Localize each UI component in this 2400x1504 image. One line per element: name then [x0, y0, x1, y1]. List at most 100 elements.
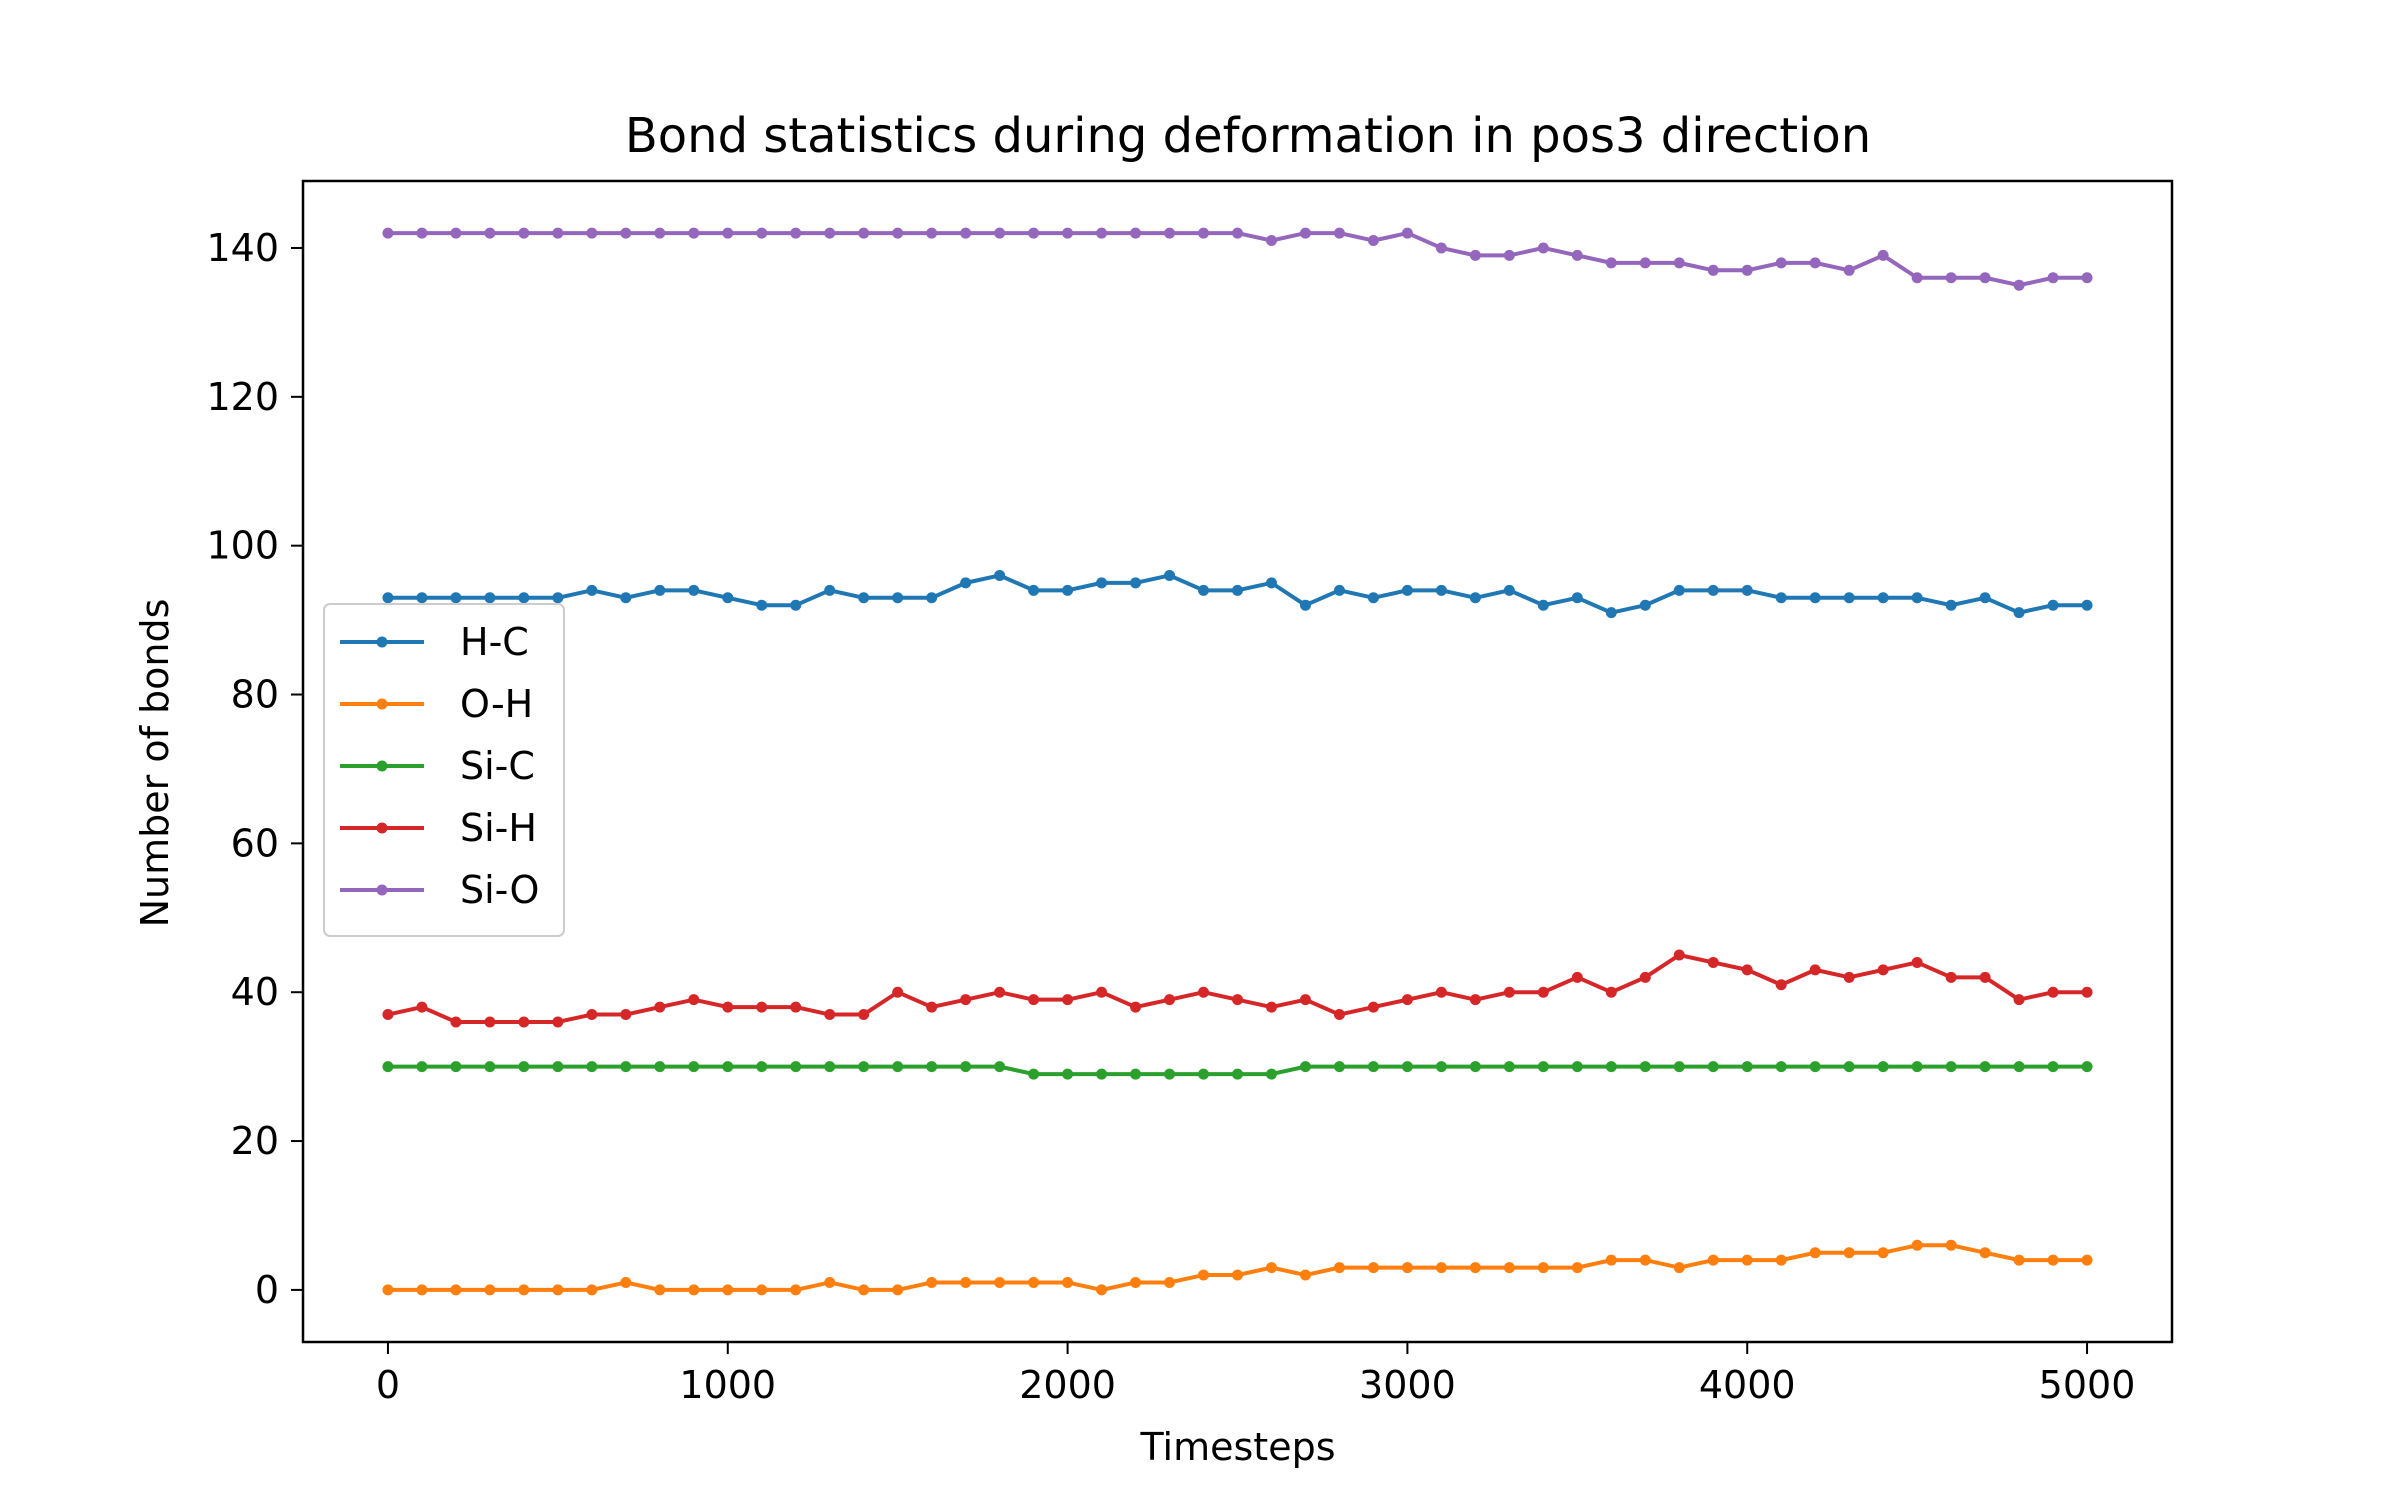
- data-point-si-h: [1911, 956, 1923, 968]
- data-point-si-h: [858, 1009, 870, 1021]
- data-point-si-o: [1130, 227, 1142, 239]
- data-point-o-h: [1232, 1269, 1243, 1281]
- data-point-o-h: [858, 1284, 870, 1296]
- data-point-si-h: [994, 986, 1006, 998]
- data-point-si-o: [1333, 227, 1345, 239]
- data-point-h-c: [858, 592, 870, 604]
- data-point-si-o: [1707, 264, 1719, 276]
- data-point-si-h: [892, 986, 904, 998]
- data-point-si-o: [1979, 272, 1991, 284]
- data-point-o-h: [1979, 1247, 1991, 1259]
- data-point-si-c: [1843, 1061, 1855, 1073]
- data-point-h-c: [994, 569, 1006, 581]
- data-point-h-c: [518, 592, 530, 604]
- data-point-si-c: [1605, 1061, 1617, 1073]
- data-point-si-o: [1265, 235, 1277, 247]
- data-point-si-h: [1265, 1001, 1277, 1013]
- legend-label: Si-C: [460, 744, 535, 788]
- data-point-si-o: [1537, 242, 1549, 254]
- data-point-h-c: [1062, 584, 1074, 596]
- data-point-o-h: [1537, 1262, 1549, 1274]
- data-point-o-h: [1198, 1269, 1210, 1281]
- data-point-si-c: [1707, 1061, 1719, 1073]
- data-point-si-h: [1028, 994, 1040, 1006]
- data-point-si-h: [1843, 971, 1855, 983]
- legend-item-si-c: Si-C: [340, 744, 535, 788]
- data-point-si-c: [926, 1061, 938, 1073]
- data-point-si-o: [790, 227, 802, 239]
- data-point-si-h: [1571, 971, 1583, 983]
- legend-item-si-o: Si-O: [340, 868, 539, 912]
- data-point-h-c: [1232, 584, 1243, 596]
- data-point-h-c: [1571, 592, 1583, 604]
- data-point-si-c: [450, 1061, 462, 1073]
- data-point-o-h: [1028, 1276, 1040, 1288]
- data-point-o-h: [1435, 1262, 1447, 1274]
- legend-label: Si-O: [460, 868, 539, 912]
- data-point-h-c: [586, 584, 598, 596]
- data-point-si-h: [688, 994, 700, 1006]
- data-point-o-h: [1096, 1284, 1108, 1296]
- data-point-o-h: [892, 1284, 904, 1296]
- data-point-si-o: [1843, 264, 1855, 276]
- data-point-h-c: [1265, 577, 1277, 589]
- data-point-si-o: [1639, 257, 1651, 269]
- data-point-si-c: [960, 1061, 972, 1073]
- data-point-si-c: [518, 1061, 530, 1073]
- legend-marker: [376, 760, 388, 772]
- data-point-h-c: [1096, 577, 1108, 589]
- data-point-si-h: [1809, 964, 1821, 976]
- data-point-h-c: [2013, 607, 2025, 619]
- data-point-si-c: [994, 1061, 1006, 1073]
- data-point-si-c: [1503, 1061, 1515, 1073]
- series-h-c: [382, 569, 2093, 619]
- data-point-si-o: [1198, 227, 1210, 239]
- data-point-si-c: [382, 1061, 394, 1073]
- data-point-si-h: [1877, 964, 1889, 976]
- data-point-si-c: [620, 1061, 632, 1073]
- data-point-o-h: [2047, 1254, 2059, 1266]
- data-point-si-h: [1435, 986, 1447, 998]
- data-point-si-c: [790, 1061, 802, 1073]
- y-axis-label: Number of bonds: [133, 599, 177, 928]
- data-point-o-h: [1130, 1276, 1142, 1288]
- data-point-si-h: [1401, 994, 1413, 1006]
- x-tick-label: 1000: [679, 1363, 776, 1407]
- data-point-si-h: [1096, 986, 1108, 998]
- legend-item-h-c: H-C: [340, 620, 529, 664]
- data-point-h-c: [756, 599, 768, 611]
- legend-item-si-h: Si-H: [340, 806, 537, 850]
- data-point-o-h: [450, 1284, 462, 1296]
- data-point-si-o: [518, 227, 530, 239]
- series-si-h: [382, 949, 2093, 1028]
- data-point-si-h: [654, 1001, 666, 1013]
- data-point-si-c: [1062, 1068, 1074, 1080]
- data-point-si-o: [1367, 235, 1379, 247]
- data-point-si-o: [1775, 257, 1787, 269]
- data-point-si-h: [416, 1001, 428, 1013]
- data-point-o-h: [518, 1284, 530, 1296]
- data-point-si-h: [1232, 994, 1243, 1006]
- legend-marker: [376, 822, 388, 834]
- data-point-si-o: [1911, 272, 1923, 284]
- data-point-o-h: [2013, 1254, 2025, 1266]
- data-point-si-h: [1979, 971, 1991, 983]
- data-point-h-c: [1639, 599, 1651, 611]
- data-point-si-o: [1469, 249, 1481, 261]
- data-point-h-c: [1503, 584, 1515, 596]
- x-tick-label: 3000: [1359, 1363, 1456, 1407]
- data-point-o-h: [1299, 1269, 1311, 1281]
- data-point-o-h: [756, 1284, 768, 1296]
- data-point-si-o: [1232, 227, 1243, 239]
- legend: H-C O-H Si-C Si-H Si-O: [323, 603, 565, 937]
- data-point-si-c: [1469, 1061, 1481, 1073]
- data-point-h-c: [450, 592, 462, 604]
- data-point-si-o: [2047, 272, 2059, 284]
- data-point-h-c: [790, 599, 802, 611]
- data-point-o-h: [1843, 1247, 1855, 1259]
- data-point-si-h: [1775, 979, 1787, 991]
- data-point-o-h: [1911, 1239, 1923, 1251]
- data-point-h-c: [484, 592, 496, 604]
- y-tick-label: 40: [231, 970, 279, 1014]
- data-point-o-h: [1164, 1276, 1176, 1288]
